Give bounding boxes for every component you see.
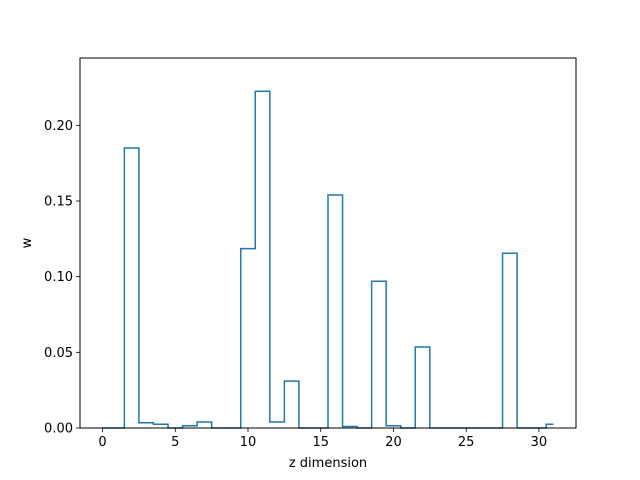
y-tick-label: 0.15: [44, 195, 73, 210]
x-tick-label: 15: [312, 435, 329, 450]
x-tick-label: 30: [531, 435, 548, 450]
x-tick-label: 10: [240, 435, 257, 450]
y-tick-label: 0.20: [44, 119, 73, 134]
y-tick-label: 0.00: [44, 422, 73, 437]
x-tick-label: 5: [171, 435, 179, 450]
y-axis-label: w: [20, 237, 35, 248]
x-tick-label: 25: [458, 435, 475, 450]
y-axis: 0.00 0.05 0.10 0.15 0.20: [44, 119, 80, 437]
x-axis: 0 5 10 15 20 25 30: [98, 428, 547, 450]
axes-frame: [79, 57, 577, 429]
y-tick-label: 0.05: [44, 346, 73, 361]
y-tick-label: 0.10: [44, 270, 73, 285]
x-tick-label: 0: [98, 435, 106, 450]
x-tick-label: 20: [385, 435, 402, 450]
x-axis-label: z dimension: [289, 456, 367, 471]
